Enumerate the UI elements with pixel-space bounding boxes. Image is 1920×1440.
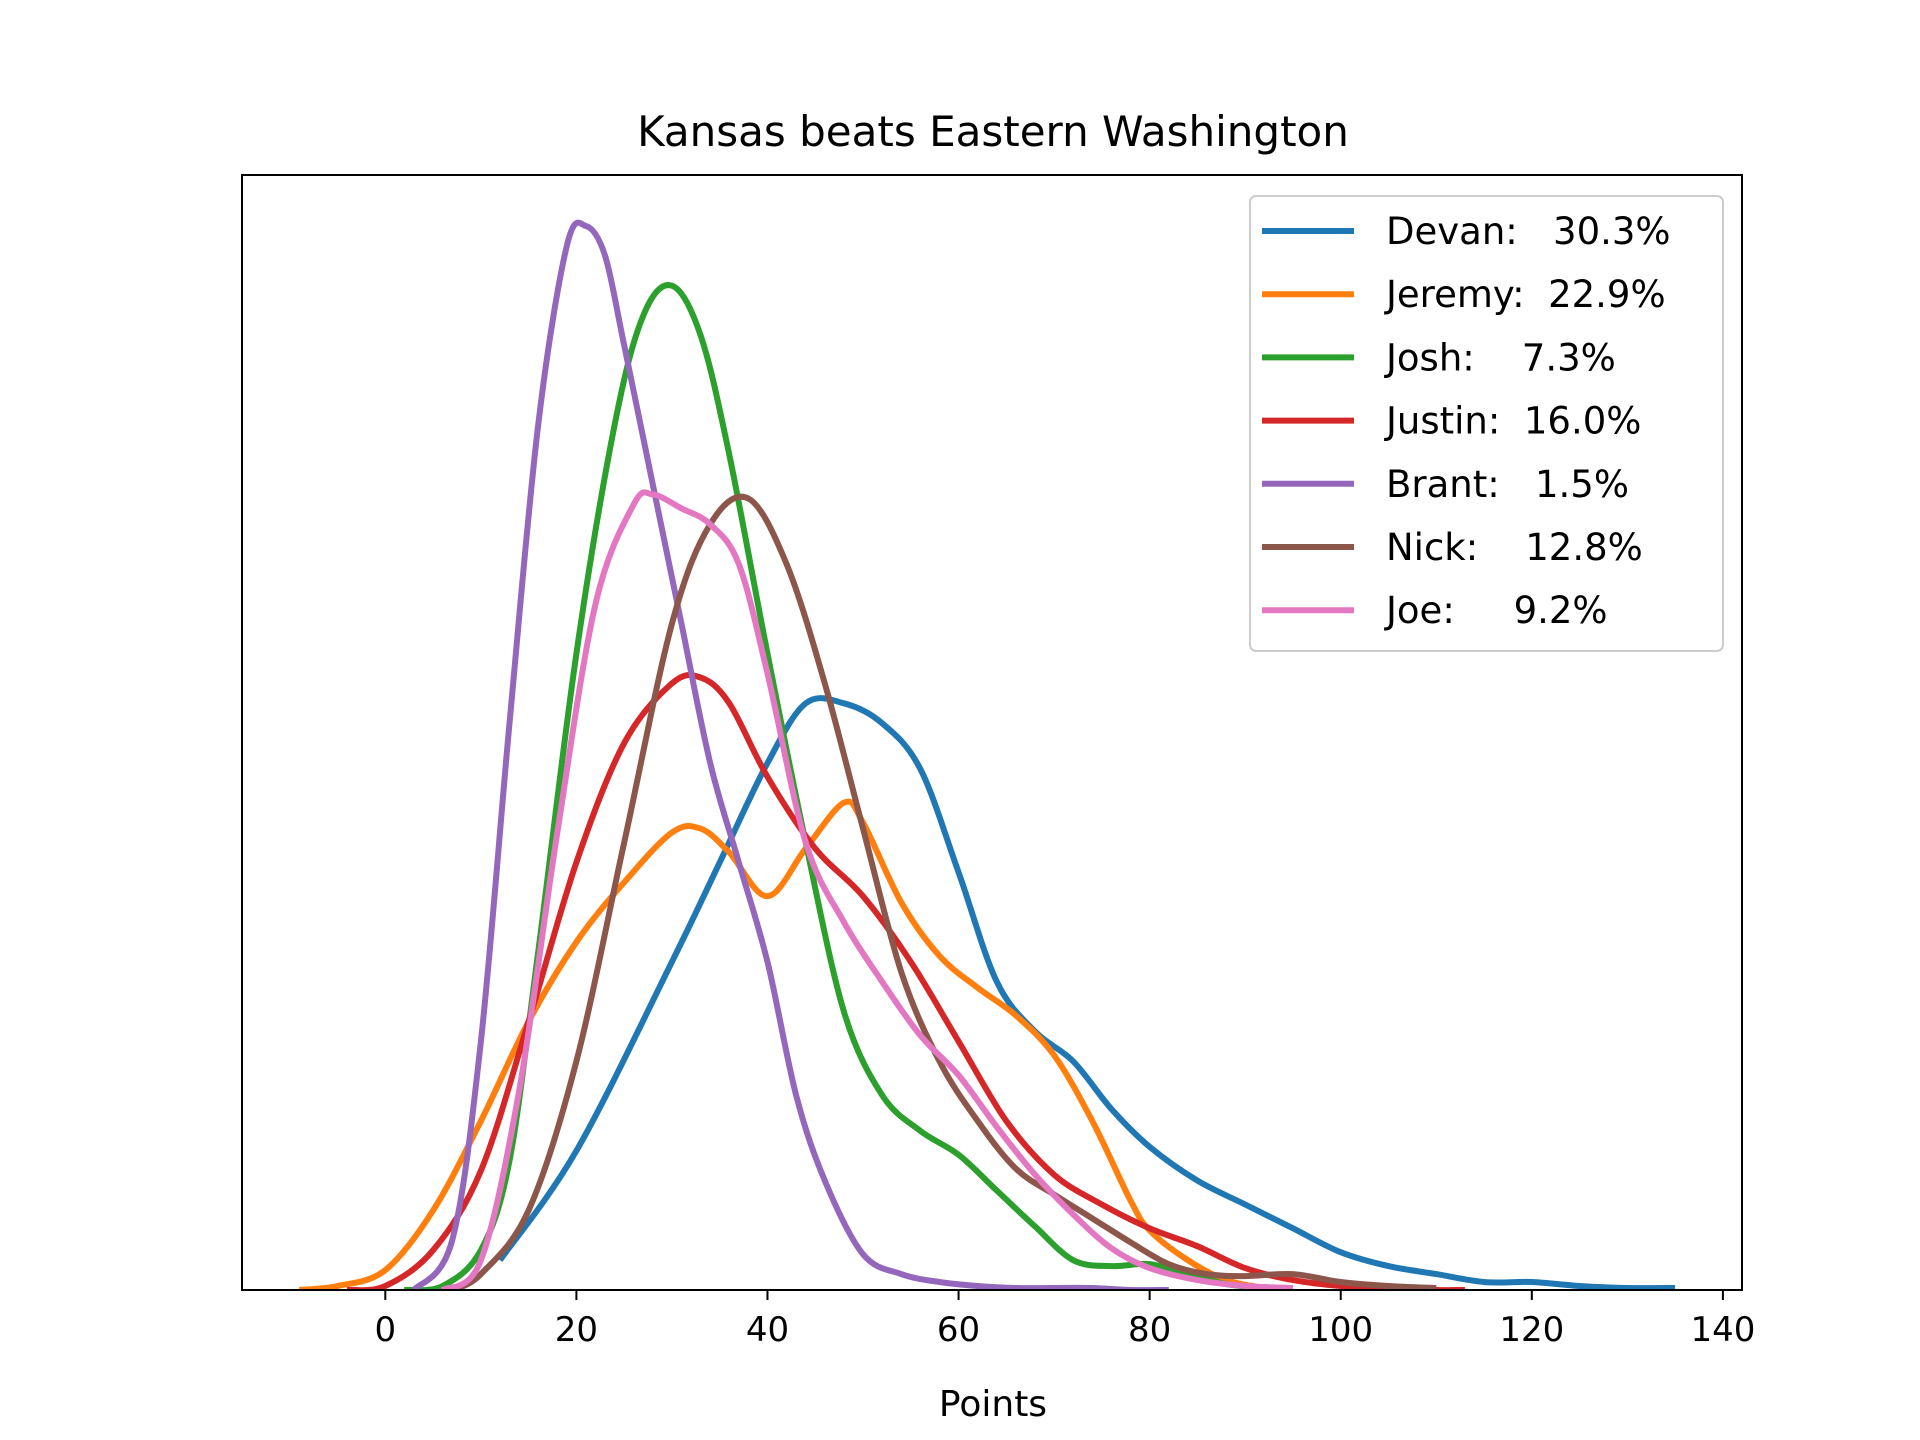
legend-label: Devan: 30.3% bbox=[1386, 210, 1671, 253]
series-lines bbox=[298, 219, 1676, 1290]
x-tick-label: 120 bbox=[1499, 1310, 1564, 1350]
legend-label: Jeremy: 22.9% bbox=[1384, 273, 1666, 316]
x-tick-label: 0 bbox=[374, 1310, 396, 1350]
plot-area bbox=[241, 174, 1743, 1291]
x-tick-label: 60 bbox=[937, 1310, 980, 1350]
legend-label: Nick: 12.8% bbox=[1386, 526, 1643, 569]
legend-item: Joe: 9.2% bbox=[1262, 589, 1608, 632]
series-line-4 bbox=[411, 219, 1169, 1290]
legend-item: Devan: 30.3% bbox=[1262, 210, 1671, 253]
legend-box bbox=[1249, 195, 1724, 652]
x-axis: 0 20 40 60 80 100 120 140 bbox=[374, 1290, 1755, 1350]
series-line-5 bbox=[450, 493, 1437, 1290]
chart-title: Kansas beats Eastern Washington bbox=[637, 107, 1349, 156]
axes-frame bbox=[241, 174, 1743, 1291]
x-tick-label: 140 bbox=[1690, 1310, 1755, 1350]
x-tick-label: 40 bbox=[746, 1310, 789, 1350]
legend: Devan: 30.3% Jeremy: 22.9% Josh: 7.3% Justi… bbox=[1249, 195, 1724, 652]
legend-label: Justin: 16.0% bbox=[1384, 400, 1641, 443]
x-tick-label: 100 bbox=[1308, 1310, 1373, 1350]
legend-item: Josh: 7.3% bbox=[1262, 336, 1616, 379]
series-line-6 bbox=[440, 489, 1294, 1290]
legend-item: Brant: 1.5% bbox=[1262, 463, 1629, 506]
x-tick-label: 80 bbox=[1128, 1310, 1171, 1350]
legend-label: Joe: 9.2% bbox=[1384, 589, 1608, 632]
legend-label: Josh: 7.3% bbox=[1384, 336, 1616, 379]
legend-item: Jeremy: 22.9% bbox=[1262, 273, 1666, 316]
x-axis-label: Points bbox=[939, 1384, 1047, 1425]
legend-label: Brant: 1.5% bbox=[1386, 463, 1629, 506]
legend-item: Nick: 12.8% bbox=[1262, 526, 1643, 569]
x-tick-label: 20 bbox=[555, 1310, 598, 1350]
legend-item: Justin: 16.0% bbox=[1262, 400, 1641, 443]
